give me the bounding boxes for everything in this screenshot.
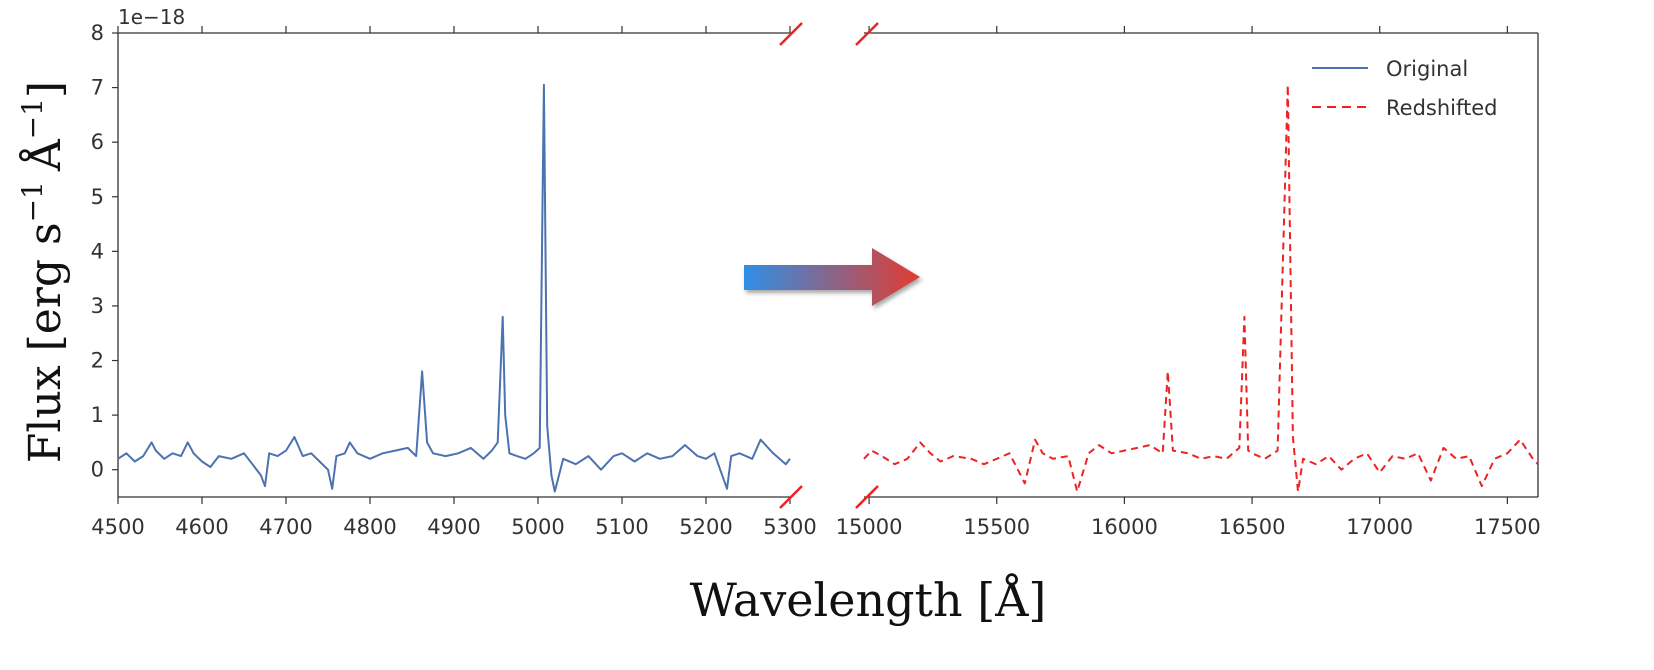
y-offset-text: 1e−18: [118, 5, 185, 29]
y-tick-label: 3: [91, 294, 104, 318]
axis-break-marks: [779, 22, 879, 509]
redshift-arrow: [744, 248, 920, 306]
x-tick-label: 4900: [427, 515, 480, 539]
x-tick-label: 4600: [175, 515, 228, 539]
x-tick-label: 15500: [963, 515, 1030, 539]
y-tick-label: 5: [91, 185, 104, 209]
x-tick-label: 5300: [763, 515, 816, 539]
line-redshifted: [863, 83, 1539, 493]
right-panel-frame: [864, 32, 1539, 498]
series-redshifted: [863, 83, 1539, 493]
x-tick-label: 17000: [1346, 515, 1413, 539]
y-axis-ticks: 0 1 2 3 4 5 6 7 8: [91, 21, 118, 482]
x-tick-label: 17500: [1474, 515, 1541, 539]
legend-label-original: Original: [1386, 57, 1468, 81]
left-panel-ticks: 4500 4600 4700 4800 4900 5000 5100 5200 5300: [91, 26, 817, 539]
x-tick-label: 5100: [595, 515, 648, 539]
legend-label-redshifted: Redshifted: [1386, 96, 1498, 120]
y-tick-label: 7: [91, 76, 104, 100]
series-original: [117, 83, 791, 493]
break-mark-bottom-left: [779, 485, 803, 509]
y-tick-label: 2: [91, 349, 104, 373]
y-tick-label: 1: [91, 403, 104, 427]
line-original: [117, 83, 791, 493]
x-tick-label: 15000: [836, 515, 903, 539]
x-axis-label: Wavelength [Å]: [690, 572, 1047, 627]
y-tick-label: 0: [91, 458, 104, 482]
x-tick-label: 4500: [91, 515, 144, 539]
break-mark-bottom-right: [855, 485, 879, 509]
break-mark-top-left: [779, 22, 803, 46]
break-mark-top-right: [855, 22, 879, 46]
x-tick-label: 16500: [1219, 515, 1286, 539]
left-panel-frame: [117, 32, 790, 498]
y-tick-label: 4: [91, 239, 104, 263]
x-tick-label: 4700: [259, 515, 312, 539]
right-panel-ticks: 15000 15500 16000 16500 17000 17500: [836, 26, 1541, 539]
y-axis-label: Flux [erg s−1Å−1]: [16, 81, 71, 463]
x-tick-label: 5200: [679, 515, 732, 539]
x-tick-label: 16000: [1091, 515, 1158, 539]
y-tick-label: 8: [91, 21, 104, 45]
legend: Original Redshifted: [1312, 57, 1498, 120]
x-tick-label: 5000: [511, 515, 564, 539]
x-tick-label: 4800: [343, 515, 396, 539]
y-tick-label: 6: [91, 130, 104, 154]
